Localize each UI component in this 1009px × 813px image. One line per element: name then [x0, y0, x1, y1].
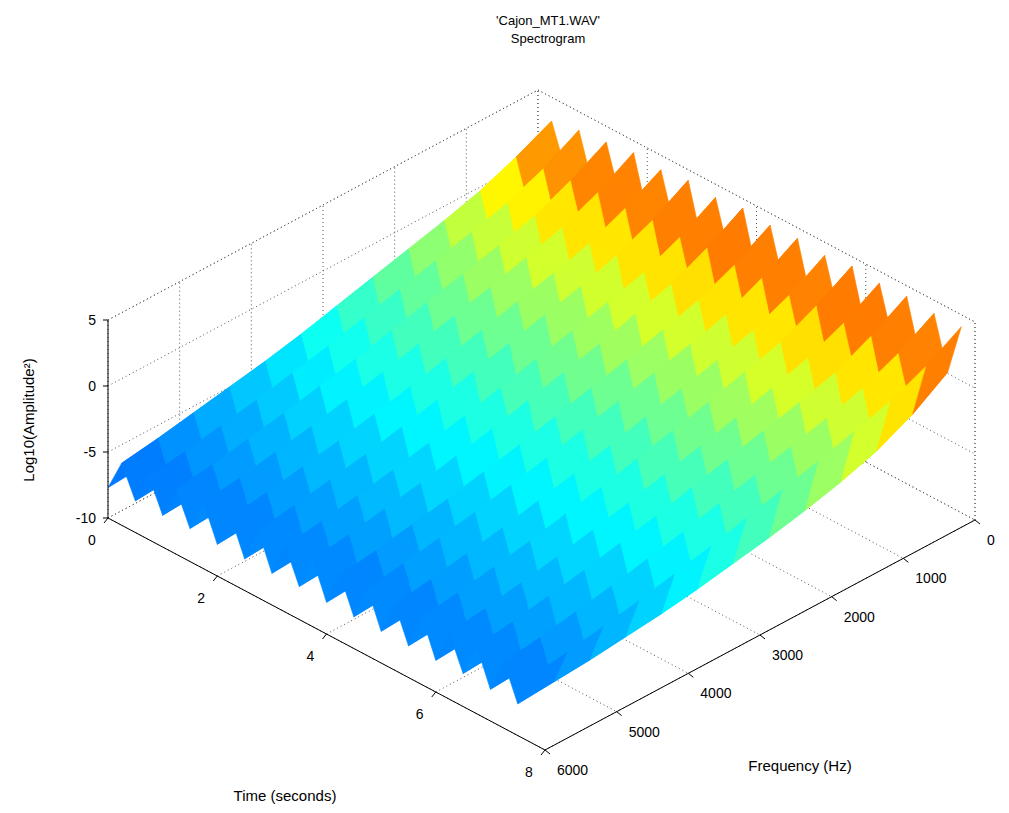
svg-text:0: 0 — [88, 532, 96, 548]
svg-text:6000: 6000 — [557, 762, 588, 778]
svg-text:Frequency (Hz): Frequency (Hz) — [748, 757, 851, 774]
svg-text:2: 2 — [197, 590, 205, 606]
svg-text:'Cajon_MT1.WAV': 'Cajon_MT1.WAV' — [496, 13, 600, 28]
svg-text:2000: 2000 — [844, 609, 875, 625]
svg-text:0: 0 — [987, 532, 995, 548]
svg-text:1000: 1000 — [915, 570, 946, 586]
svg-text:Time (seconds): Time (seconds) — [234, 787, 337, 804]
svg-text:5: 5 — [88, 312, 96, 328]
svg-text:-5: -5 — [84, 444, 97, 460]
svg-text:5000: 5000 — [629, 724, 660, 740]
svg-text:3000: 3000 — [772, 647, 803, 663]
svg-text:-10: -10 — [76, 510, 96, 526]
svg-text:Spectrogram: Spectrogram — [511, 31, 585, 46]
svg-text:4: 4 — [307, 648, 315, 664]
svg-text:8: 8 — [525, 764, 533, 780]
svg-text:0: 0 — [88, 378, 96, 394]
svg-text:6: 6 — [416, 706, 424, 722]
svg-text:Log10(Amplitude²): Log10(Amplitude²) — [20, 358, 37, 481]
svg-text:4000: 4000 — [700, 685, 731, 701]
